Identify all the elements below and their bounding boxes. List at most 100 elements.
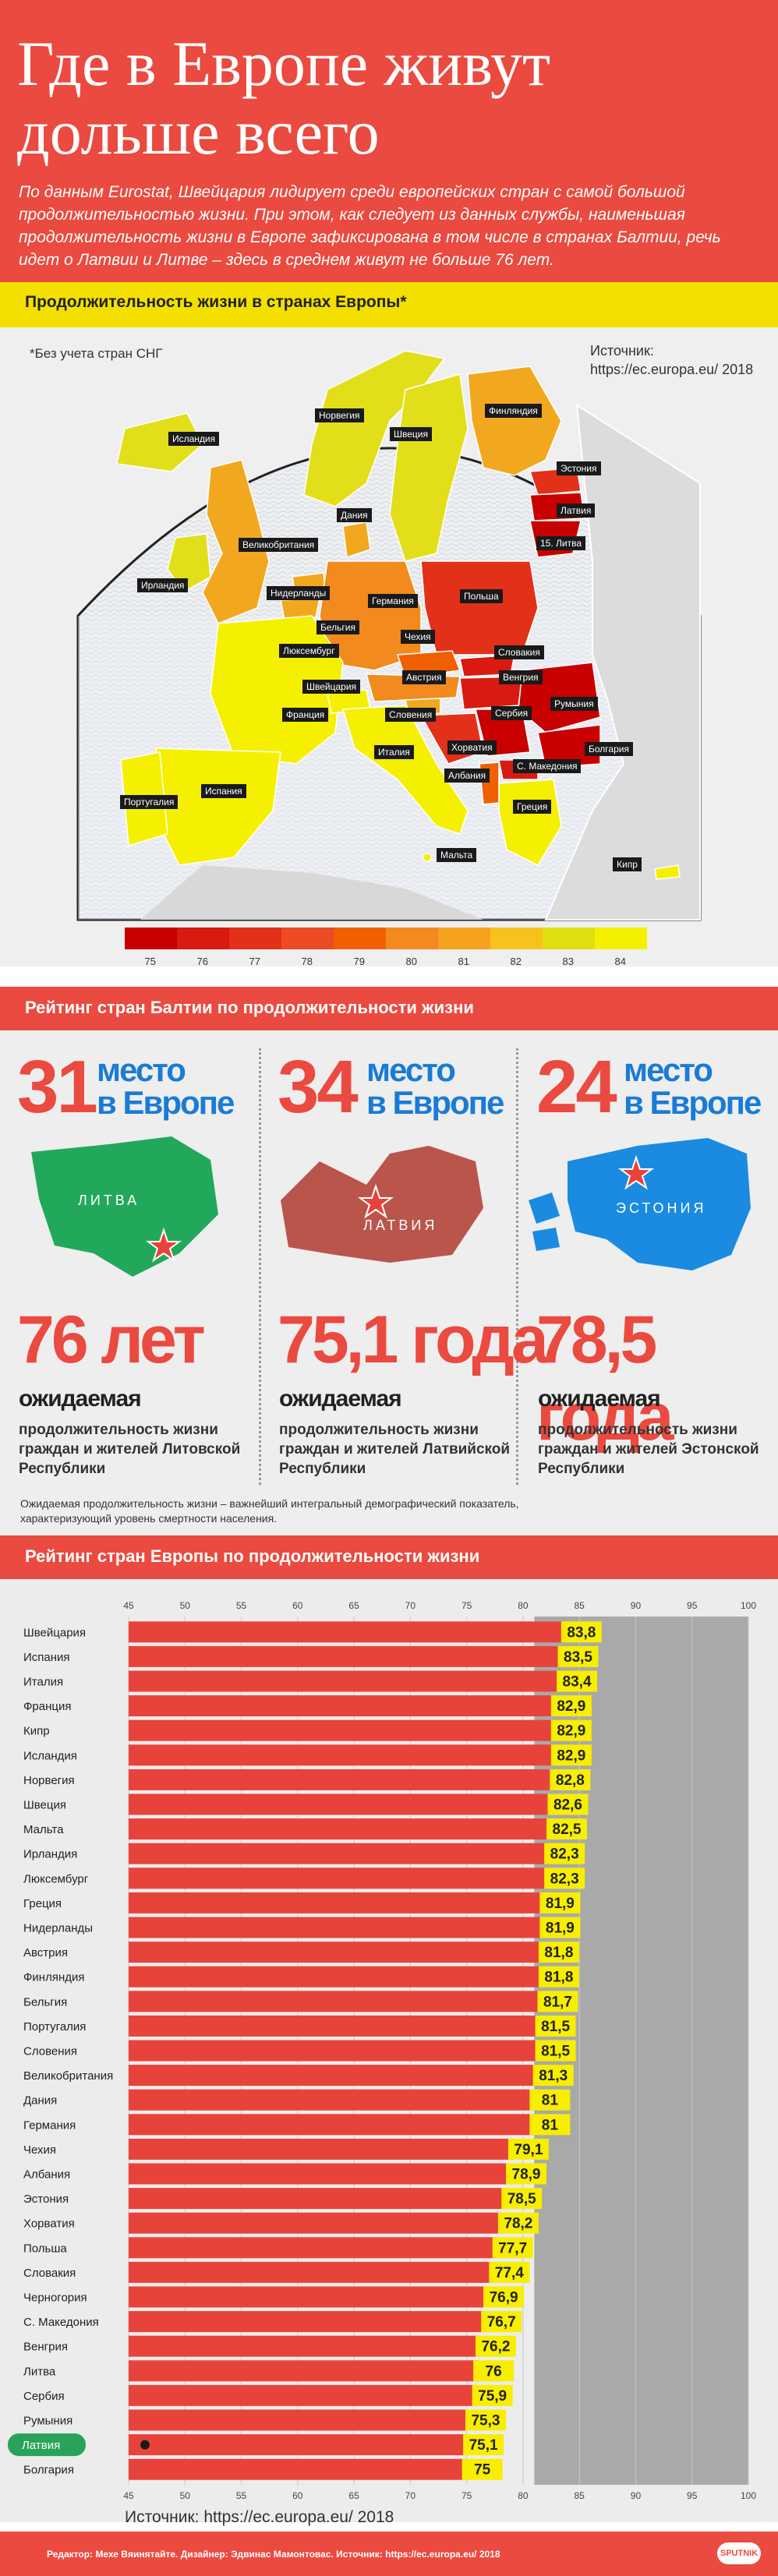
category-label-31: Сербия: [23, 2390, 65, 2403]
years-latvia: 75,1 года: [278, 1302, 549, 1377]
bar-11: [129, 1892, 545, 1913]
bar-17: [129, 2040, 540, 2062]
bar-label-bg-22: [506, 2163, 547, 2185]
bar-value-21: 79,1: [514, 2142, 543, 2158]
rank-word-lithuania: место в Европе: [97, 1054, 235, 1119]
map-label-30: Греция: [513, 800, 552, 814]
life-expectancy-bar-chart: 4545505055556060656570707575808085859090…: [8, 1600, 756, 2501]
map-label-6: Дания: [337, 508, 372, 522]
category-label-13: Австрия: [23, 1946, 68, 1959]
x-tick-top-6: 75: [461, 1600, 472, 1611]
bar-25: [129, 2237, 497, 2259]
x-tick-bottom-11: 100: [741, 2490, 756, 2501]
bar-19: [129, 2089, 535, 2111]
bar-value-19: 81: [542, 2093, 559, 2109]
rank-latvia: 34: [278, 1045, 359, 1129]
bar-value-28: 76,7: [487, 2314, 516, 2330]
bar-value-11: 81,9: [546, 1896, 575, 1912]
bar-2: [129, 1670, 562, 1692]
map-label-13: Люксембург: [279, 644, 339, 658]
category-label-24: Хорватия: [23, 2217, 75, 2231]
bar-label-bg-9: [544, 1843, 585, 1864]
highlight-dot: [140, 2440, 150, 2450]
bar-value-22: 78,9: [512, 2167, 541, 2183]
bar-21: [129, 2138, 513, 2160]
category-label-4: Кипр: [23, 1725, 50, 1738]
legend-swatch-4: [334, 928, 386, 949]
bar-10: [129, 1868, 550, 1889]
category-label-0: Швейцария: [23, 1626, 86, 1639]
map-bulgaria: [537, 724, 601, 769]
x-tick-top-8: 85: [575, 1600, 585, 1611]
map-denmark: [342, 521, 371, 559]
bar-value-3: 82,9: [557, 1698, 585, 1715]
map-label-20: Словения: [385, 708, 437, 722]
rank-estonia: 24: [536, 1045, 617, 1129]
rank-lithuania: 31: [17, 1045, 98, 1129]
latvia-shape: [281, 1146, 483, 1263]
legend-tick-3: 78: [301, 956, 313, 967]
bar-label-bg-24: [497, 2212, 539, 2234]
map-section-band: [0, 282, 778, 327]
category-label-5: Исландия: [23, 1749, 77, 1762]
europe-map: [76, 350, 702, 921]
map-label-21: Сербия: [491, 706, 532, 720]
bar-label-bg-10: [544, 1868, 585, 1889]
legend-swatch-1: [177, 928, 229, 949]
x-tick-bottom-0: 45: [123, 2490, 134, 2501]
category-label-25: Польша: [23, 2242, 67, 2255]
category-label-10: Люксембург: [23, 1872, 89, 1885]
map-label-25: Италия: [374, 745, 414, 759]
bar-value-10: 82,3: [550, 1871, 579, 1887]
x-tick-top-10: 95: [687, 1600, 698, 1611]
bar-4: [129, 1719, 556, 1741]
expected-estonia: ожидаемая: [538, 1386, 661, 1412]
x-tick-bottom-5: 70: [405, 2490, 416, 2501]
header-banner: [0, 0, 778, 312]
x-tick-bottom-7: 80: [518, 2490, 529, 2501]
bar-value-0: 83,8: [567, 1624, 596, 1641]
latvia-map-label: ЛАТВИЯ: [363, 1217, 438, 1233]
map-label-9: Нидерланды: [267, 586, 331, 600]
map-label-12: Бельгия: [317, 620, 359, 634]
map-section-title: Продолжительность жизни в странах Европы…: [25, 293, 407, 311]
category-label-12: Нидерланды: [23, 1922, 93, 1935]
estonia-map-label: ЭСТОНИЯ: [616, 1200, 707, 1216]
bar-value-29: 76,2: [481, 2339, 510, 2355]
category-label-8: Мальта: [23, 1823, 64, 1836]
bar-label-bg-15: [537, 1991, 578, 2012]
bar-18: [129, 2065, 538, 2087]
bar-label-bg-21: [507, 2138, 549, 2160]
legend-swatch-3: [281, 928, 334, 949]
baltic-divider-1: [259, 1048, 261, 1485]
bar-value-32: 75,3: [471, 2413, 500, 2429]
bar-23: [129, 2188, 507, 2210]
expected-lithuania: ожидаемая: [19, 1386, 142, 1412]
bar-0: [129, 1621, 566, 1643]
bar-label-bg-30: [473, 2360, 515, 2382]
bar-value-30: 76: [486, 2363, 502, 2380]
bar-label-bg-17: [535, 2040, 576, 2062]
lithuania-label: Литва: [556, 538, 582, 549]
bar-label-bg-34: [461, 2458, 503, 2480]
rank-word-estonia: место в Европе: [624, 1054, 762, 1119]
map-label-27: С. Македония: [513, 759, 582, 773]
bar-value-8: 82,5: [553, 1822, 582, 1838]
map-label-26: Албания: [444, 769, 490, 783]
bar-34: [129, 2458, 467, 2480]
years-estonia: 78,5 года: [536, 1302, 674, 1454]
desc-latvia: продолжительность жизни граждан и жителе…: [279, 1422, 511, 1477]
bar-value-9: 82,3: [550, 1846, 579, 1863]
legend-swatch-6: [438, 928, 490, 949]
map-label-31: Мальта: [437, 848, 477, 862]
bar-8: [129, 1818, 552, 1840]
footer-credits: Редактор: Мехе Вяинятайте. Дизайнер: Эдв…: [47, 2549, 500, 2560]
bar-label-bg-8: [546, 1818, 588, 1840]
bar-value-14: 81,8: [544, 1970, 573, 1986]
bar-label-bg-29: [475, 2335, 516, 2357]
bar-label-bg-1: [557, 1645, 599, 1667]
x-tick-bottom-8: 85: [575, 2490, 585, 2501]
bar-20: [129, 2114, 535, 2136]
legend-swatch-9: [595, 928, 647, 949]
map-label-11: Польша: [460, 589, 503, 603]
